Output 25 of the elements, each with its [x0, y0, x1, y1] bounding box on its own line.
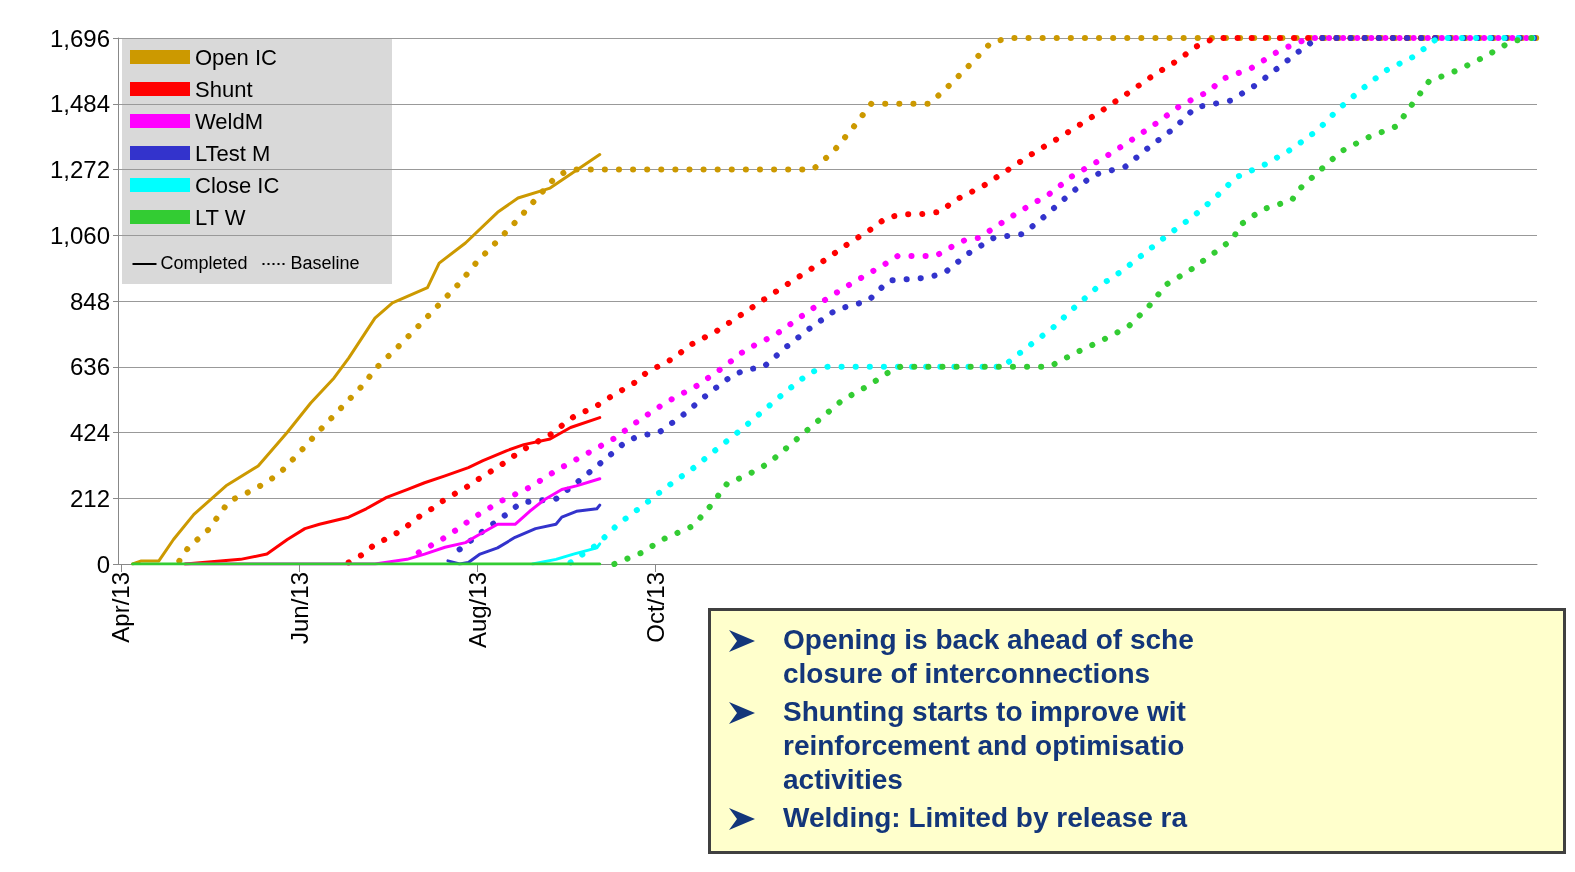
y-tick-label: 1,060: [49, 221, 110, 249]
x-tick-label: Aug/13: [463, 572, 491, 649]
y-tick-label: 424: [69, 419, 110, 446]
legend-label: LT W: [195, 204, 246, 230]
legend-label: Open IC: [195, 44, 278, 70]
text: Opening is back ahead of sche closure of interconnections: [783, 623, 1194, 691]
legend-label: WeldM: [195, 108, 264, 134]
y-tick-label: 1,696: [49, 24, 110, 52]
text: Welding: Limited by release ra: [783, 801, 1188, 835]
y-tick-label: 1,484: [49, 90, 110, 118]
text: Shunting starts to improve wit reinforcement and optimisatio activities: [783, 695, 1186, 797]
x-tick-label: Apr/13: [107, 572, 135, 643]
y-tick-label: 636: [69, 353, 110, 381]
y-tick-label: 848: [69, 287, 110, 315]
y-tick-label: 1,272: [49, 156, 110, 183]
line-series: [446, 503, 602, 566]
x-tick-label: Oct/13: [641, 572, 669, 643]
legend-label: LTest M: [195, 140, 271, 166]
legend-label: Close IC: [195, 172, 280, 198]
annotation: Completed: [160, 253, 248, 273]
y-tick-label: 0: [96, 550, 110, 578]
annotation: Baseline: [290, 253, 360, 273]
x-tick-label: Jun/13: [285, 572, 313, 645]
legend-label: Shunt: [195, 76, 253, 102]
y-tick-label: 212: [69, 484, 110, 512]
